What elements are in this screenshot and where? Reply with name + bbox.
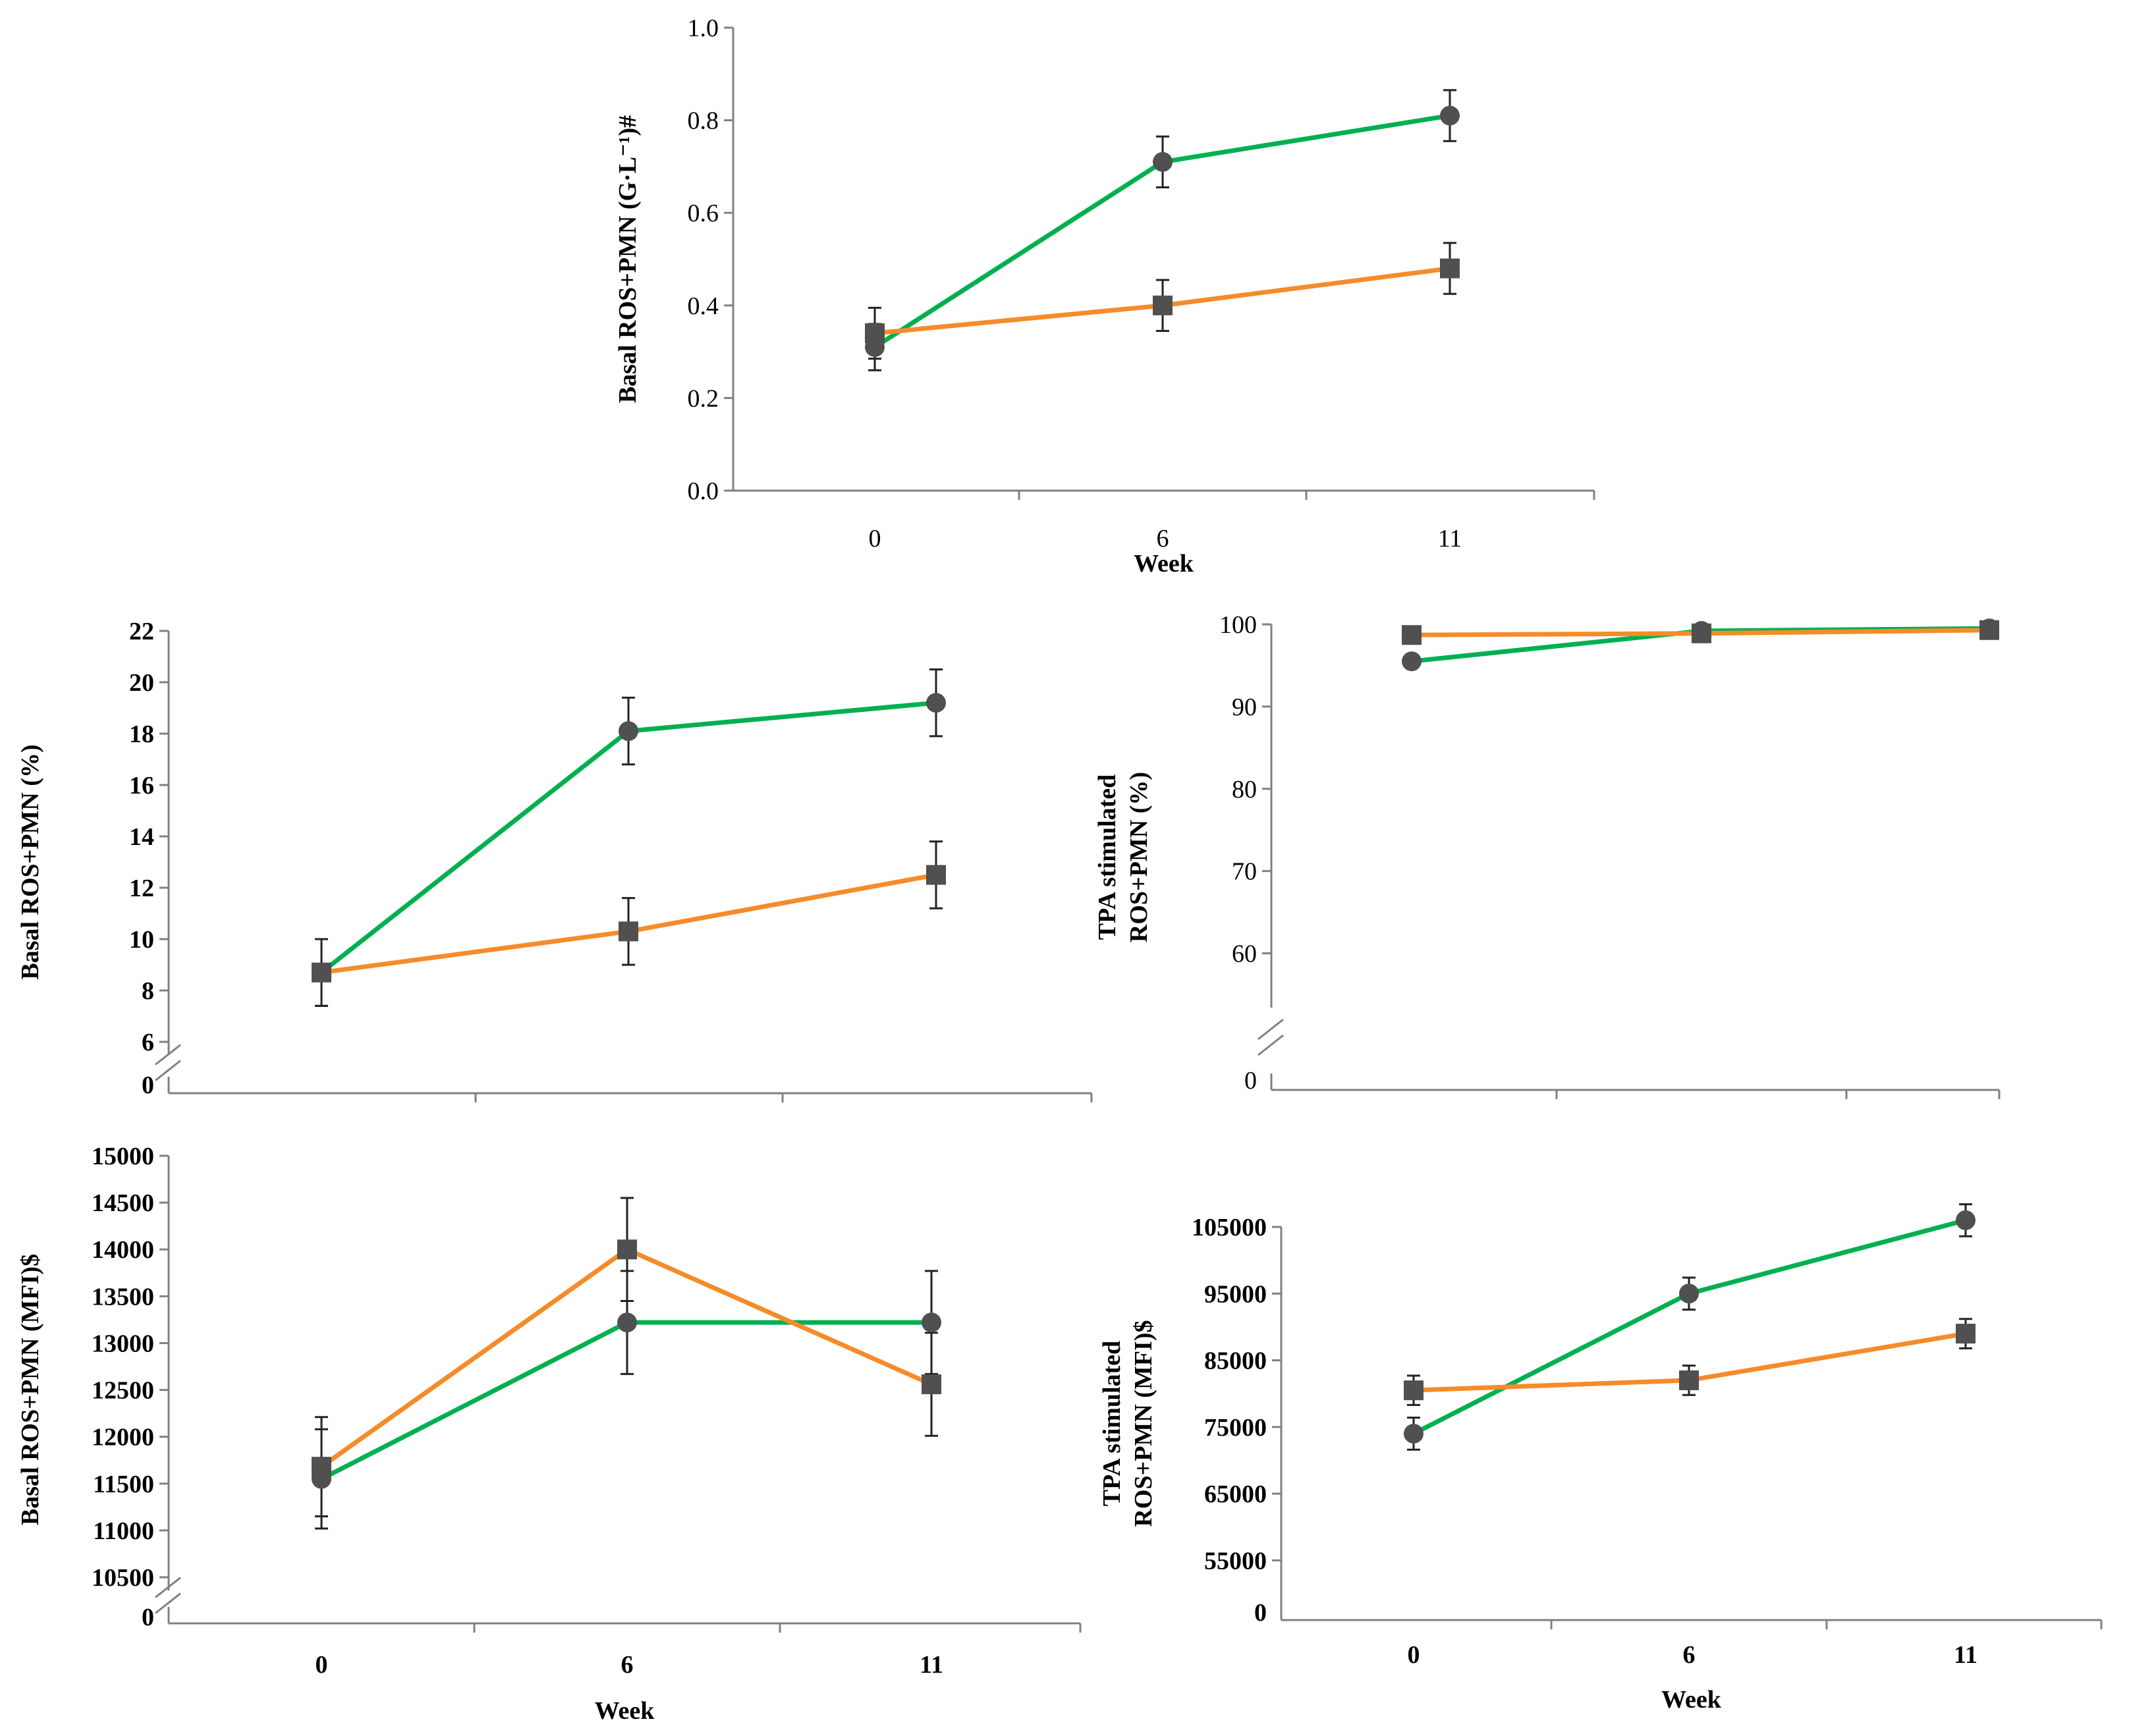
y-axis-title: TPA stimulated — [1098, 1341, 1126, 1507]
y-tick-label: 85000 — [1204, 1347, 1267, 1375]
y-tick-label: 11500 — [93, 1471, 154, 1498]
y-tick-label: 12 — [129, 875, 154, 902]
y-tick-label: 10 — [129, 926, 154, 954]
data-point-square — [1956, 1324, 1976, 1344]
chart-mid-left: 6 8 10 12 14 16 18 20 22 0 Basal ROS+PMN (%) — [16, 618, 1093, 1102]
data-point-square — [1440, 258, 1460, 279]
data-point-square — [312, 1457, 331, 1477]
data-point-circle — [1153, 151, 1173, 172]
chart-top: 0.0 0.2 0.4 0.6 0.8 1.0 0 6 11 Week Basal ROS+PMN … — [614, 14, 1595, 578]
y-tick-label: 6 — [142, 1029, 154, 1056]
y-axis-title: TPA stimulated — [1093, 774, 1121, 940]
data-point-circle — [617, 1313, 637, 1333]
axis-break-mark — [155, 1592, 181, 1614]
x-tick-label: 11 — [1954, 1641, 1977, 1669]
data-point-circle — [1956, 1210, 1976, 1230]
chart-bot-right: 55000 65000 75000 85000 95000 105000 0 0 6 11 Week… — [1098, 1203, 2103, 1714]
y-tick-label: 13500 — [92, 1283, 154, 1311]
x-tick-label: 6 — [1157, 525, 1169, 553]
x-tick-label: 6 — [621, 1651, 634, 1679]
x-tick-label: 0 — [316, 1651, 328, 1679]
x-tick-label: 11 — [920, 1651, 943, 1679]
y-tick-label: 0.6 — [688, 200, 719, 227]
data-point-square — [619, 921, 638, 942]
y-tick-label: 14000 — [92, 1236, 154, 1264]
y-tick-label: 1.0 — [688, 14, 719, 42]
y-zero-label: 0 — [142, 1604, 154, 1631]
data-point-square — [312, 962, 331, 983]
data-point-circle — [1404, 1423, 1424, 1444]
data-point-circle — [1440, 105, 1460, 126]
axis-break-mark — [155, 1044, 181, 1066]
data-point-square — [1692, 623, 1711, 643]
y-tick-label: 80 — [1232, 776, 1257, 803]
y-tick-label: 0.2 — [688, 385, 719, 412]
data-point-square — [617, 1239, 637, 1260]
y-zero-label: 0 — [142, 1071, 154, 1099]
y-axis-title: ROS+PMN (%) — [1125, 772, 1153, 942]
axis-break-mark — [155, 1577, 181, 1598]
y-tick-label: 75000 — [1204, 1414, 1267, 1442]
series-line-green — [1412, 1218, 1966, 1436]
data-point-circle — [922, 1313, 941, 1333]
y-tick-label: 100 — [1219, 611, 1257, 639]
x-axis-title: Week — [1661, 1686, 1722, 1714]
y-tick-label: 18 — [129, 720, 154, 748]
y-tick-label: 15000 — [92, 1143, 154, 1170]
y-tick-label: 105000 — [1192, 1214, 1267, 1241]
y-tick-label: 60 — [1232, 940, 1257, 968]
data-point-circle — [619, 721, 638, 742]
y-tick-label: 0.8 — [688, 107, 719, 135]
chart-mid-right: 60 70 80 90 100 0 TPA stimulated ROS+PMN (%) — [1093, 611, 2001, 1099]
y-tick-label: 12500 — [92, 1377, 154, 1405]
y-tick-label: 16 — [129, 772, 154, 799]
data-point-square — [1679, 1370, 1699, 1390]
y-axis-title: ROS+PMN (MFI)$ — [1130, 1320, 1157, 1527]
x-tick-label: 6 — [1683, 1641, 1696, 1669]
y-tick-label: 70 — [1232, 858, 1257, 886]
y-axis-title: Basal ROS+PMN (MFI)$ — [16, 1254, 44, 1525]
y-tick-label: 95000 — [1204, 1280, 1267, 1308]
y-tick-label: 65000 — [1204, 1480, 1267, 1508]
axis-break-mark — [1258, 1018, 1284, 1041]
x-axis-title: Week — [595, 1697, 655, 1725]
y-tick-label: 13000 — [92, 1330, 154, 1357]
y-tick-label: 0.4 — [688, 292, 719, 320]
data-point-square — [922, 1374, 941, 1395]
data-point-circle — [926, 693, 946, 713]
y-axis-title: Basal ROS+PMN (%) — [16, 744, 44, 979]
y-tick-label: 22 — [129, 618, 154, 645]
axis-break-mark — [1258, 1034, 1284, 1056]
data-point-square — [1153, 295, 1173, 315]
y-tick-label: 14500 — [92, 1189, 154, 1217]
y-tick-label: 90 — [1232, 693, 1257, 721]
data-point-square — [1402, 625, 1422, 645]
data-point-circle — [1402, 651, 1422, 672]
y-zero-label: 0 — [1254, 1599, 1267, 1627]
data-point-square — [926, 865, 946, 885]
y-tick-label: 0.0 — [688, 477, 719, 505]
data-point-circle — [1679, 1284, 1699, 1304]
y-tick-label: 12000 — [92, 1424, 154, 1451]
y-tick-label: 8 — [142, 977, 154, 1005]
y-tick-label: 20 — [129, 669, 154, 697]
x-tick-label: 0 — [1408, 1641, 1420, 1669]
y-tick-label: 14 — [129, 823, 154, 851]
y-tick-label: 10500 — [92, 1564, 154, 1592]
data-point-square — [1979, 620, 1999, 640]
y-axis-title: Basal ROS+PMN (G·L⁻¹)# — [614, 115, 642, 403]
y-tick-label: 55000 — [1204, 1547, 1267, 1575]
data-point-square — [1404, 1380, 1424, 1401]
y-tick-label: 11000 — [93, 1517, 154, 1545]
data-point-square — [865, 323, 885, 343]
axis-break-mark — [155, 1060, 181, 1081]
x-axis-title: Week — [1134, 550, 1194, 578]
x-tick-label: 0 — [869, 525, 881, 553]
y-zero-label: 0 — [1244, 1067, 1257, 1095]
x-tick-label: 11 — [1438, 525, 1462, 553]
chart-bot-left: 10500 11000 11500 12000 12500 13000 13500 14000… — [16, 1143, 1082, 1725]
